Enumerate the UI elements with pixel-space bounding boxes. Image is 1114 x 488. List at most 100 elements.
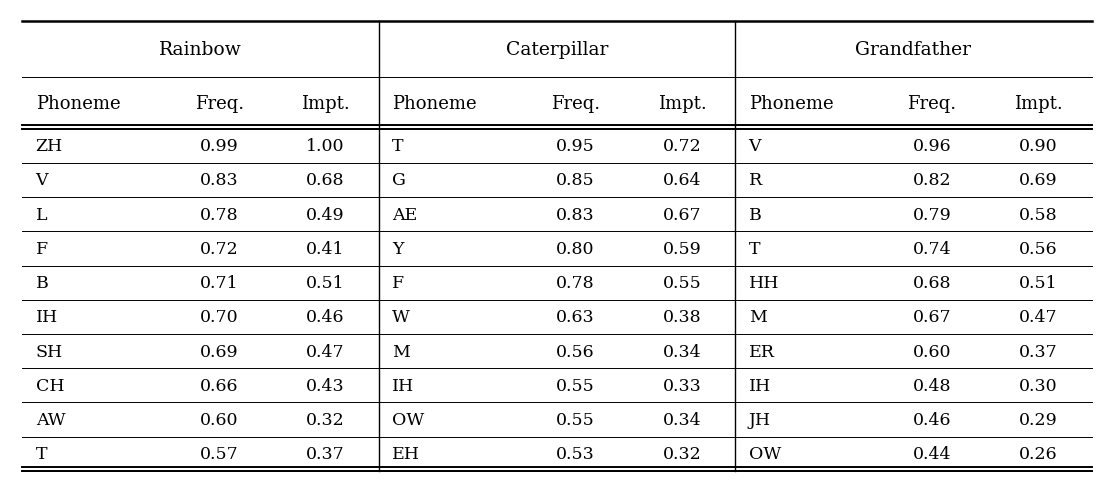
- Text: 0.56: 0.56: [1019, 241, 1058, 257]
- Text: 0.69: 0.69: [199, 343, 238, 360]
- Text: F: F: [36, 241, 48, 257]
- Text: Rainbow: Rainbow: [159, 41, 242, 59]
- Text: 0.49: 0.49: [306, 206, 345, 223]
- Text: 0.70: 0.70: [199, 309, 238, 325]
- Text: 0.90: 0.90: [1019, 138, 1058, 155]
- Text: IH: IH: [749, 377, 771, 394]
- Text: 0.47: 0.47: [1019, 309, 1058, 325]
- Text: 0.51: 0.51: [306, 275, 345, 291]
- Text: V: V: [749, 138, 761, 155]
- Text: 0.83: 0.83: [556, 206, 595, 223]
- Text: 0.64: 0.64: [663, 172, 702, 189]
- Text: 0.68: 0.68: [912, 275, 951, 291]
- Text: 0.37: 0.37: [306, 446, 345, 462]
- Text: 1.00: 1.00: [306, 138, 345, 155]
- Text: IH: IH: [36, 309, 58, 325]
- Text: 0.59: 0.59: [663, 241, 702, 257]
- Text: JH: JH: [749, 411, 771, 428]
- Text: 0.44: 0.44: [912, 446, 951, 462]
- Text: 0.60: 0.60: [912, 343, 951, 360]
- Text: 0.41: 0.41: [306, 241, 345, 257]
- Text: 0.34: 0.34: [663, 343, 702, 360]
- Text: M: M: [749, 309, 766, 325]
- Text: L: L: [36, 206, 47, 223]
- Text: Phoneme: Phoneme: [36, 95, 120, 113]
- Text: 0.56: 0.56: [556, 343, 595, 360]
- Text: Freq.: Freq.: [908, 95, 957, 113]
- Text: Caterpillar: Caterpillar: [506, 41, 608, 59]
- Text: ER: ER: [749, 343, 774, 360]
- Text: 0.71: 0.71: [199, 275, 238, 291]
- Text: 0.48: 0.48: [912, 377, 951, 394]
- Text: 0.37: 0.37: [1019, 343, 1058, 360]
- Text: 0.30: 0.30: [1019, 377, 1058, 394]
- Text: CH: CH: [36, 377, 65, 394]
- Text: ZH: ZH: [36, 138, 62, 155]
- Text: 0.46: 0.46: [912, 411, 951, 428]
- Text: T: T: [36, 446, 47, 462]
- Text: 0.26: 0.26: [1019, 446, 1058, 462]
- Text: F: F: [392, 275, 404, 291]
- Text: EH: EH: [392, 446, 420, 462]
- Text: 0.83: 0.83: [199, 172, 238, 189]
- Text: 0.85: 0.85: [556, 172, 595, 189]
- Text: Phoneme: Phoneme: [392, 95, 477, 113]
- Text: 0.46: 0.46: [306, 309, 345, 325]
- Text: 0.55: 0.55: [556, 411, 595, 428]
- Text: 0.63: 0.63: [556, 309, 595, 325]
- Text: 0.66: 0.66: [199, 377, 238, 394]
- Text: 0.74: 0.74: [912, 241, 951, 257]
- Text: T: T: [749, 241, 760, 257]
- Text: 0.51: 0.51: [1019, 275, 1058, 291]
- Text: 0.69: 0.69: [1019, 172, 1058, 189]
- Text: W: W: [392, 309, 410, 325]
- Text: B: B: [36, 275, 48, 291]
- Text: 0.80: 0.80: [556, 241, 595, 257]
- Text: 0.32: 0.32: [306, 411, 345, 428]
- Text: 0.53: 0.53: [556, 446, 595, 462]
- Text: 0.82: 0.82: [912, 172, 951, 189]
- Text: 0.43: 0.43: [306, 377, 345, 394]
- Text: Phoneme: Phoneme: [749, 95, 833, 113]
- Text: 0.34: 0.34: [663, 411, 702, 428]
- Text: B: B: [749, 206, 761, 223]
- Text: Grandfather: Grandfather: [856, 41, 971, 59]
- Text: Y: Y: [392, 241, 403, 257]
- Text: 0.32: 0.32: [663, 446, 702, 462]
- Text: 0.55: 0.55: [663, 275, 702, 291]
- Text: 0.68: 0.68: [306, 172, 345, 189]
- Text: M: M: [392, 343, 410, 360]
- Text: IH: IH: [392, 377, 414, 394]
- Text: V: V: [36, 172, 48, 189]
- Text: Freq.: Freq.: [551, 95, 600, 113]
- Text: Freq.: Freq.: [195, 95, 244, 113]
- Text: 0.72: 0.72: [663, 138, 702, 155]
- Text: 0.67: 0.67: [663, 206, 702, 223]
- Text: 0.72: 0.72: [199, 241, 238, 257]
- Text: OW: OW: [749, 446, 781, 462]
- Text: 0.47: 0.47: [306, 343, 345, 360]
- Text: Impt.: Impt.: [657, 95, 706, 113]
- Text: AE: AE: [392, 206, 418, 223]
- Text: 0.99: 0.99: [199, 138, 238, 155]
- Text: HH: HH: [749, 275, 779, 291]
- Text: 0.78: 0.78: [556, 275, 595, 291]
- Text: 0.60: 0.60: [199, 411, 238, 428]
- Text: 0.67: 0.67: [912, 309, 951, 325]
- Text: 0.55: 0.55: [556, 377, 595, 394]
- Text: 0.38: 0.38: [663, 309, 702, 325]
- Text: 0.29: 0.29: [1019, 411, 1058, 428]
- Text: 0.33: 0.33: [663, 377, 702, 394]
- Text: R: R: [749, 172, 762, 189]
- Text: 0.78: 0.78: [199, 206, 238, 223]
- Text: G: G: [392, 172, 405, 189]
- Text: 0.79: 0.79: [912, 206, 951, 223]
- Text: Impt.: Impt.: [1014, 95, 1063, 113]
- Text: Impt.: Impt.: [301, 95, 350, 113]
- Text: AW: AW: [36, 411, 66, 428]
- Text: 0.95: 0.95: [556, 138, 595, 155]
- Text: 0.57: 0.57: [199, 446, 238, 462]
- Text: OW: OW: [392, 411, 424, 428]
- Text: SH: SH: [36, 343, 62, 360]
- Text: 0.96: 0.96: [912, 138, 951, 155]
